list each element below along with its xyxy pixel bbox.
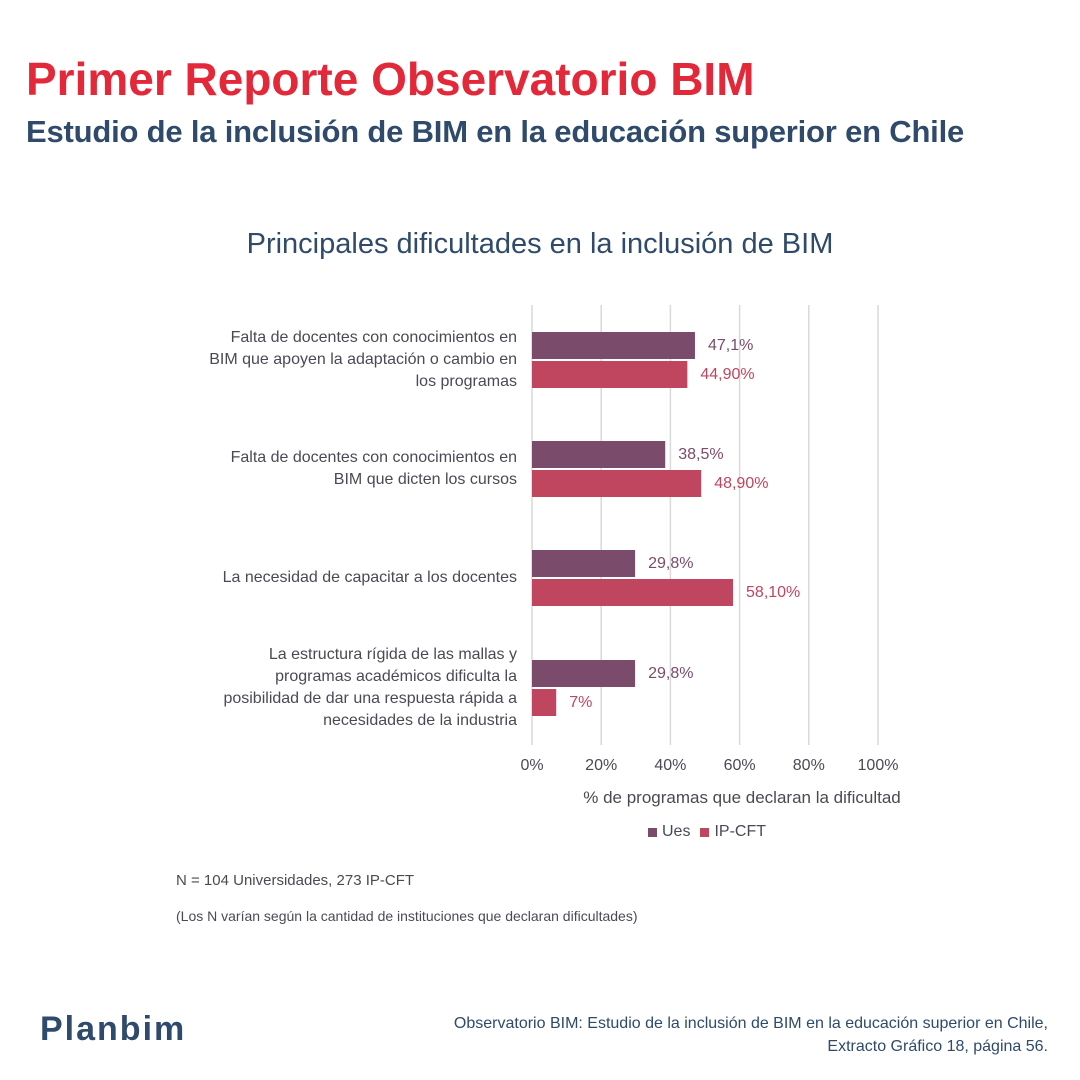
planbim-logo: Planbim — [40, 1010, 187, 1048]
bar-ip-cft — [532, 689, 557, 716]
legend: Ues IP-CFT — [648, 823, 776, 841]
category-label-line: los programas — [415, 373, 517, 390]
sample-size-note: N = 104 Universidades, 273 IP-CFT — [176, 872, 415, 889]
category-label-line: La necesidad de capacitar a los docentes — [222, 569, 517, 586]
category-label-line: programas académicos dificulta la — [275, 668, 517, 685]
legend-label-ip-cft: IP-CFT — [714, 823, 766, 840]
report-title: Primer Reporte Observatorio BIM — [26, 53, 755, 105]
category-label-line: Falta de docentes con conocimientos en — [230, 449, 517, 466]
chart-title: Principales dificultades en la inclusión… — [246, 228, 834, 260]
legend-swatch-ues — [648, 827, 657, 837]
bar-ip-cft — [532, 470, 702, 497]
category-label: La estructura rígida de las mallas y prog… — [157, 644, 517, 732]
x-tick-label: 100% — [857, 757, 899, 774]
x-tick-label: 60% — [723, 757, 756, 774]
category-label-line: necesidades de la industria — [323, 712, 517, 729]
category-label: Falta de docentes con conocimientos en BI… — [157, 327, 517, 393]
source-line-1: Observatorio BIM: Estudio de la inclusió… — [453, 1015, 1048, 1032]
x-tick-label: 0% — [520, 757, 544, 774]
value-label: 58,10% — [746, 584, 801, 601]
bar-ues — [532, 550, 636, 577]
x-tick-label: 40% — [654, 757, 687, 774]
legend-item-ues: Ues — [648, 823, 690, 841]
category-label: Falta de docentes con conocimientos en BI… — [157, 447, 517, 491]
value-label: 29,8% — [648, 555, 694, 572]
x-tick-label: 20% — [585, 757, 618, 774]
source-line-2: Extracto Gráfico 18, página 56. — [827, 1038, 1048, 1055]
variation-note: (Los N varían según la cantidad de insti… — [176, 908, 638, 924]
value-label: 48,90% — [714, 475, 769, 492]
bar-ues — [532, 332, 695, 359]
x-tick-label: 80% — [792, 757, 825, 774]
x-axis-label: % de programas que declaran la dificulta… — [583, 788, 901, 807]
value-label: 7% — [569, 694, 593, 711]
category-label: La necesidad de capacitar a los docentes — [157, 567, 517, 589]
legend-label-ues: Ues — [662, 823, 691, 840]
value-label: 38,5% — [678, 446, 724, 463]
legend-item-ip-cft: IP-CFT — [700, 823, 766, 841]
bar-ues — [532, 660, 636, 687]
legend-swatch-ip-cft — [700, 827, 710, 837]
category-label-line: Falta de docentes con conocimientos en — [230, 329, 517, 346]
value-label: 47,1% — [707, 337, 754, 354]
bar-ip-cft — [532, 579, 734, 606]
value-label: 29,8% — [648, 665, 694, 682]
bar-ues — [532, 441, 666, 468]
category-label-line: posibilidad de dar una respuesta rápida … — [223, 690, 517, 707]
source-citation: Observatorio BIM: Estudio de la inclusió… — [454, 1012, 1048, 1058]
category-label-line: BIM que apoyen la adaptación o cambio en — [209, 351, 517, 368]
value-label: 44,90% — [700, 366, 755, 383]
category-label-line: La estructura rígida de las mallas y — [268, 646, 517, 663]
report-subtitle: Estudio de la inclusión de BIM en la edu… — [26, 114, 965, 149]
bar-ip-cft — [532, 361, 688, 388]
category-label-line: BIM que dicten los cursos — [333, 471, 517, 488]
